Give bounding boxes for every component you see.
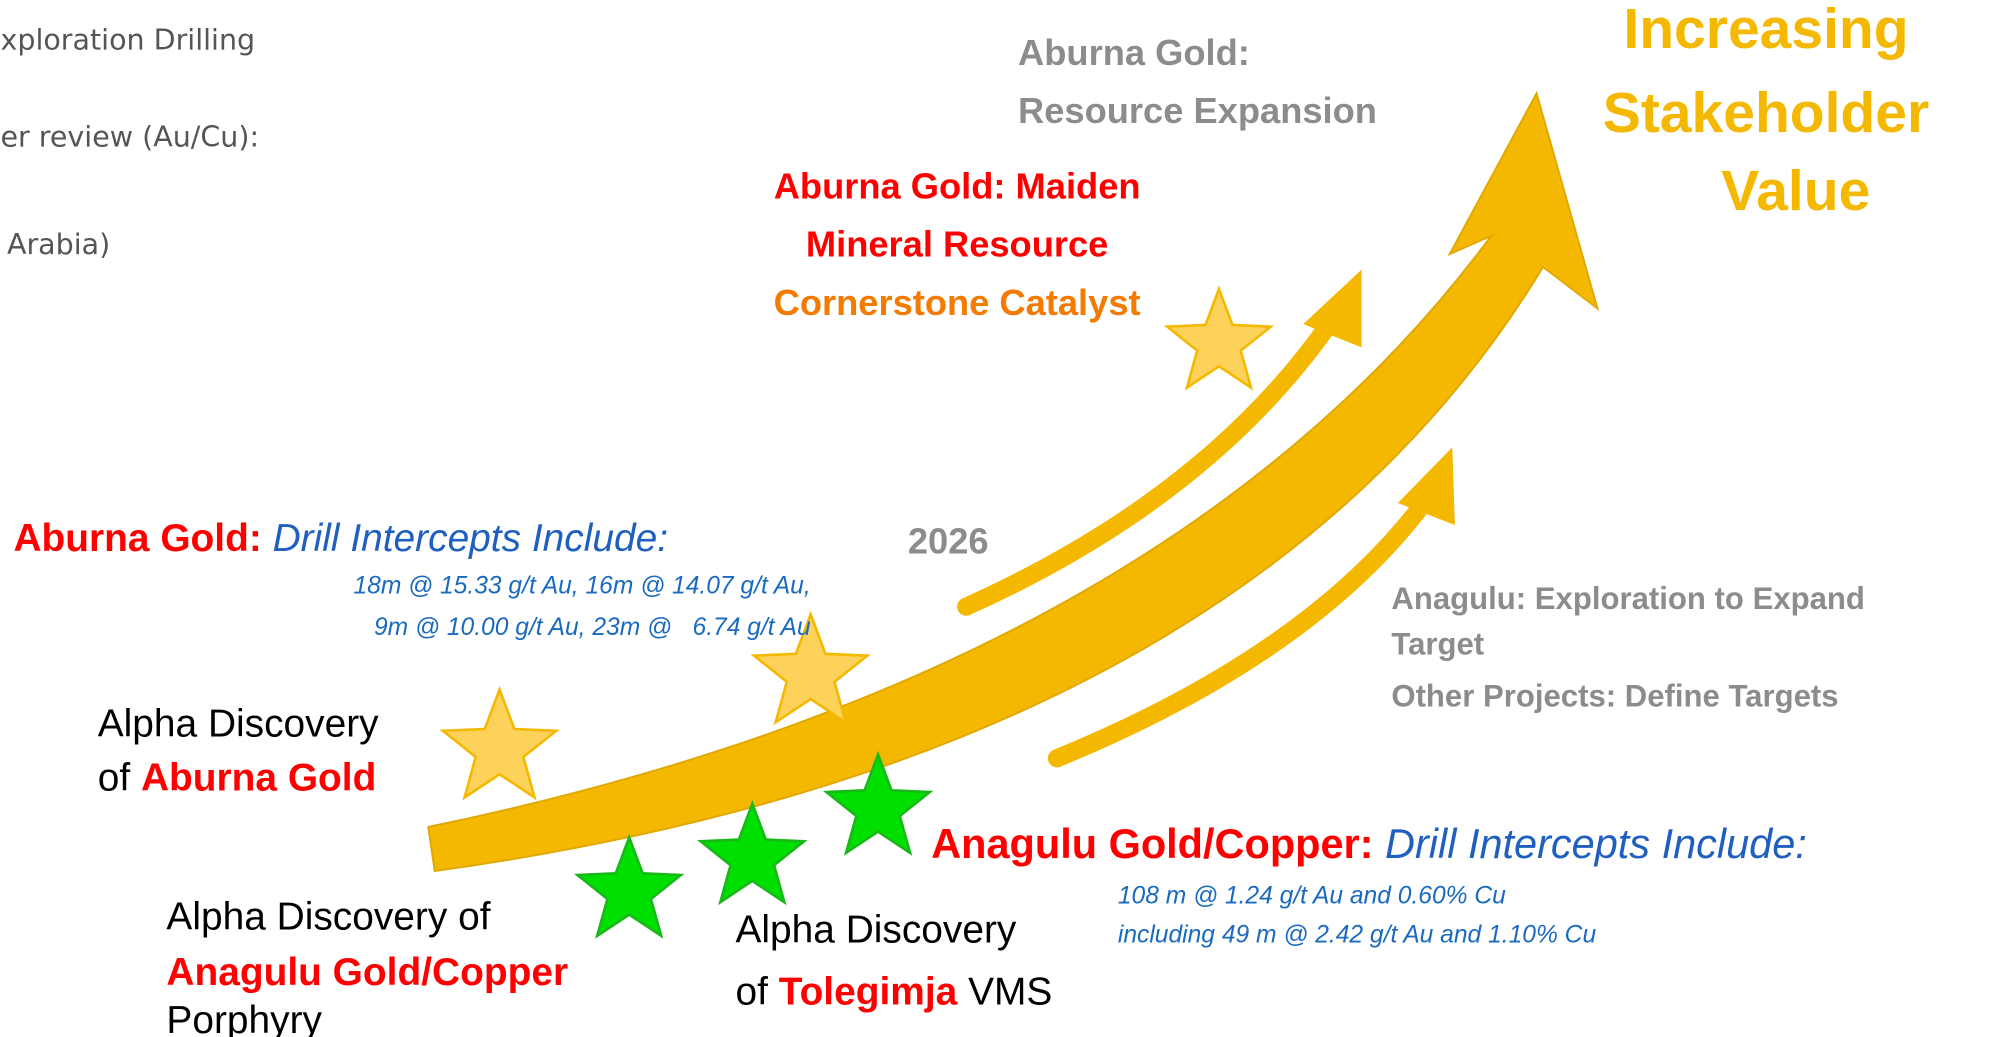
lower-arrow <box>1047 493 1433 768</box>
drill-heading: Drill Intercepts Include: <box>1385 820 1807 867</box>
star <box>750 610 871 726</box>
maiden-line: Cornerstone Catalyst <box>774 282 1141 323</box>
future-line: Target <box>1391 627 1484 662</box>
discovery-line: of Aburna Gold <box>98 757 377 800</box>
goal-line: Value <box>1721 159 1870 223</box>
discovery-line: Porphyry <box>166 999 322 1037</box>
anagulu-name: Anagulu Gold/Copper: <box>931 820 1373 867</box>
discovery-line: Alpha Discovery <box>98 702 379 745</box>
discovery-line: of Tolegimja VMS <box>735 971 1052 1014</box>
cut-line: Arabia) <box>7 228 110 261</box>
main-arrow <box>427 90 1600 873</box>
expansion-line: Aburna Gold: <box>1018 32 1250 73</box>
cut-line: er review (Au/Cu): <box>0 120 259 153</box>
star <box>822 750 934 856</box>
discovery-line: Alpha Discovery of <box>166 895 490 938</box>
project-name: Tolegimja <box>779 971 958 1014</box>
intercept-line: 108 m @ 1.24 g/t Au and 0.60% Cu <box>1118 882 1506 909</box>
arrows <box>427 90 1600 873</box>
future-line: Anagulu: Exploration to Expand <box>1391 581 1865 616</box>
prefix: of <box>735 971 778 1014</box>
upper-arrow <box>957 314 1339 616</box>
intercept-line: including 49 m @ 2.42 g/t Au and 1.10% C… <box>1118 921 1597 948</box>
star <box>697 799 808 906</box>
star <box>573 833 685 939</box>
discovery-line: Alpha Discovery <box>735 908 1016 951</box>
maiden-line: Aburna Gold: Maiden <box>774 165 1141 206</box>
star <box>439 685 560 801</box>
drill-heading: Drill Intercepts Include: <box>273 517 668 560</box>
maiden-line: Mineral Resource <box>806 224 1108 265</box>
cut-line: xploration Drilling <box>0 23 255 56</box>
cut-text: xploration Drilling er review (Au/Cu): A… <box>0 23 259 261</box>
anagulu-drill-heading: Anagulu Gold/Copper: Drill Intercepts In… <box>931 820 1807 867</box>
intercept-line: 9m @ 10.00 g/t Au, 23m @ 6.74 g/t Au <box>374 614 811 641</box>
upper-arrow-head <box>1303 269 1362 348</box>
aburna-drill-heading: Aburna Gold: Drill Intercepts Include: <box>13 517 668 560</box>
suffix: VMS <box>957 971 1052 1014</box>
future-line: Other Projects: Define Targets <box>1391 678 1838 713</box>
prefix: of <box>98 757 141 800</box>
year: 2026 <box>908 520 989 561</box>
aburna-discovery: Alpha Discovery of Aburna Gold <box>98 702 379 799</box>
project-name: Aburna Gold <box>141 757 376 800</box>
intercept-line: 18m @ 15.33 g/t Au, 16m @ 14.07 g/t Au, <box>353 573 810 600</box>
goal-line: Increasing <box>1623 0 1908 61</box>
goal: Increasing Stakeholder Value <box>1603 0 1929 223</box>
stars <box>439 285 1275 939</box>
expansion-line: Resource Expansion <box>1018 90 1377 131</box>
lower-arrow-head <box>1397 447 1455 525</box>
tolegimja-discovery: Alpha Discovery of Tolegimja VMS <box>735 908 1052 1013</box>
anagulu-discovery: Alpha Discovery of Anagulu Gold/Copper P… <box>166 895 568 1037</box>
future: Anagulu: Exploration to Expand Target Ot… <box>1391 581 1865 713</box>
goal-line: Stakeholder <box>1603 81 1929 145</box>
project-name: Anagulu Gold/Copper <box>166 951 568 994</box>
aburna-name: Aburna Gold: <box>13 517 261 560</box>
star <box>1163 285 1275 391</box>
maiden: Aburna Gold: Maiden Mineral Resource Cor… <box>774 165 1141 323</box>
